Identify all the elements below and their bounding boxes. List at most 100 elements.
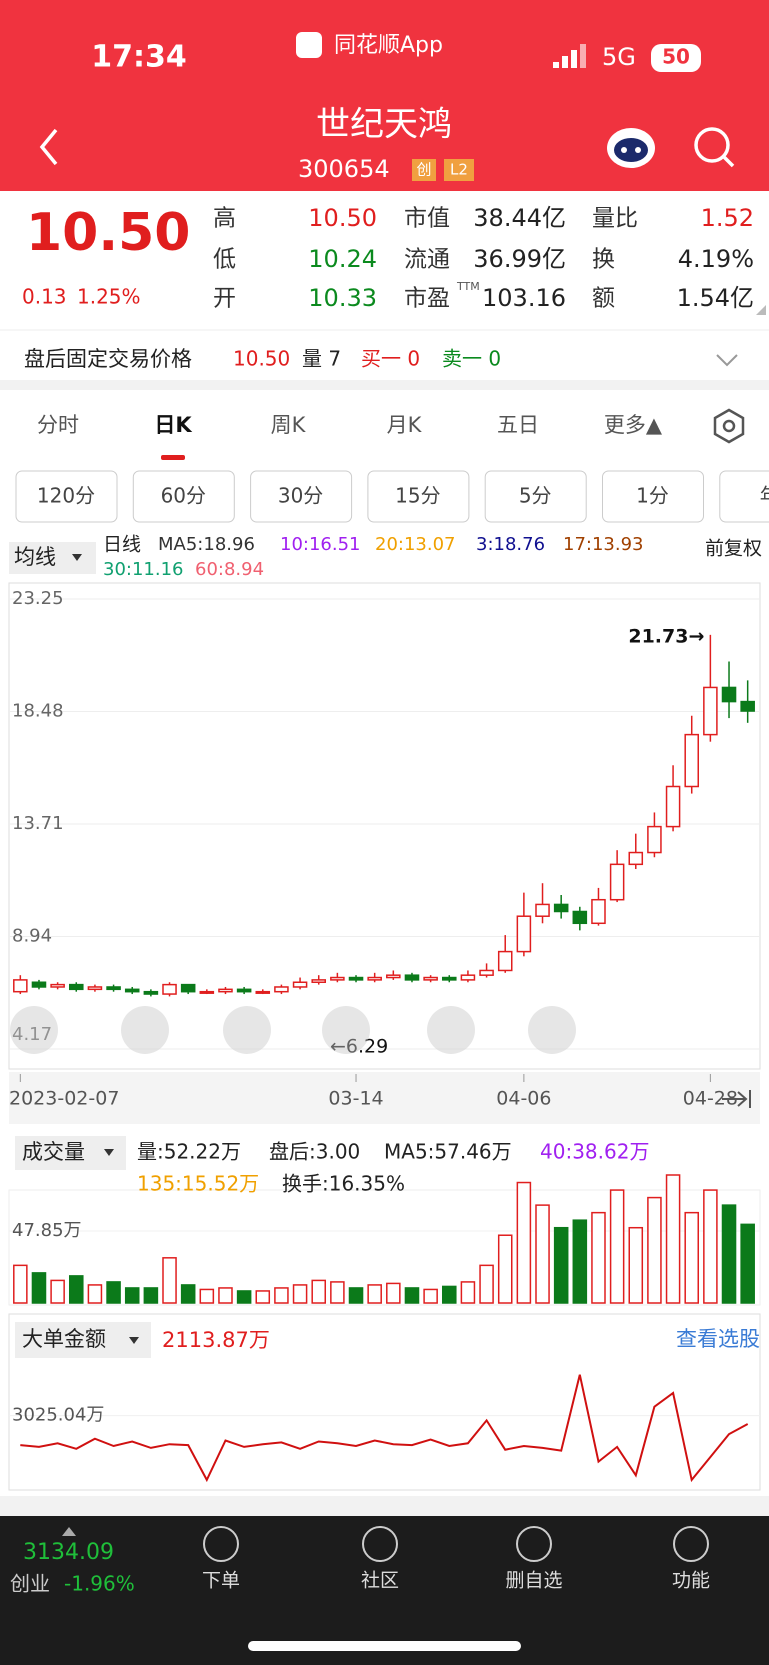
nav-label[interactable]: 下单 <box>202 1570 240 1592</box>
candle-body <box>460 974 476 981</box>
battery-level: 50 <box>662 45 690 69</box>
period-button[interactable] <box>484 470 587 523</box>
candle-body <box>721 686 737 703</box>
nav-icon[interactable] <box>362 1526 398 1562</box>
chart-control[interactable] <box>223 1006 271 1054</box>
volume-bar <box>311 1279 327 1304</box>
tab[interactable]: 五日 <box>497 413 539 437</box>
volume-bar <box>292 1284 308 1304</box>
selector-box[interactable] <box>9 542 96 574</box>
field-value: 36.99亿 <box>473 245 566 273</box>
search-icon[interactable] <box>694 127 735 168</box>
period-label[interactable]: 120分 <box>37 484 95 508</box>
volume-bar <box>703 1189 718 1304</box>
tabs: 分时 日K 周K 月K 五日 更多▲ <box>37 413 663 437</box>
index-arrow <box>62 1527 76 1536</box>
settings-icon[interactable] <box>713 408 745 444</box>
volume-stat: 40:38.62万 <box>540 1140 649 1164</box>
period-button[interactable] <box>602 470 704 523</box>
volume-bar <box>87 1284 103 1304</box>
volume-bar <box>516 1181 532 1304</box>
candle-body <box>572 910 588 925</box>
field-value: 4.19% <box>678 245 754 273</box>
volume-bar <box>684 1211 700 1304</box>
candle-body <box>404 974 420 981</box>
period-label[interactable]: 60分 <box>161 484 206 508</box>
candle-body <box>13 979 28 993</box>
tab[interactable]: 月K <box>387 413 423 437</box>
tab[interactable]: 周K <box>271 413 307 437</box>
stock-name: 世纪天鸿 <box>316 105 452 145</box>
nav-icon[interactable] <box>673 1526 709 1562</box>
candle-body <box>330 976 345 981</box>
field-label: 市值 <box>404 206 450 232</box>
expand-button[interactable] <box>716 354 738 367</box>
chart-control[interactable] <box>322 1006 370 1054</box>
period-button[interactable] <box>719 470 769 523</box>
tab[interactable]: 分时 <box>37 413 79 437</box>
tab-indicator <box>161 455 185 460</box>
candle-body <box>441 976 457 981</box>
nav-label[interactable]: 功能 <box>672 1570 710 1592</box>
period-label[interactable]: 30分 <box>278 484 323 508</box>
change-pct: 1.25% <box>77 285 141 309</box>
screener-link[interactable]: 查看选股 <box>676 1327 760 1351</box>
chart-control[interactable] <box>427 1006 475 1054</box>
tab[interactable]: 日K <box>154 413 192 437</box>
candle-body <box>348 976 364 981</box>
period-button[interactable] <box>250 470 353 523</box>
volume-bar <box>591 1211 606 1304</box>
selector-box[interactable] <box>15 1322 151 1358</box>
nav-icon[interactable] <box>516 1526 552 1562</box>
volume-bar <box>255 1290 271 1304</box>
status-app: 同花顺App <box>334 33 443 58</box>
volume-bar <box>68 1275 84 1304</box>
stock-code: 300654 <box>298 155 390 183</box>
field-label: 换 <box>592 247 615 273</box>
period-button[interactable] <box>15 470 118 523</box>
tab[interactable]: 更多▲ <box>604 413 663 437</box>
selector[interactable]: 均线 <box>14 545 56 569</box>
volume-stat: 量:52.22万 <box>137 1140 241 1164</box>
candle-body <box>124 988 140 993</box>
period-label[interactable]: 5分 <box>519 484 552 508</box>
amount-line <box>20 1374 749 1483</box>
indicator: 60:8.94 <box>195 559 264 580</box>
volume-bar <box>740 1223 755 1304</box>
amount-title[interactable]: 大单金额 <box>22 1327 106 1351</box>
volume-bar <box>218 1287 233 1304</box>
index-value[interactable]: 3134.09 <box>23 1540 114 1565</box>
robot-icon[interactable] <box>607 128 655 168</box>
chart-control[interactable] <box>121 1006 169 1054</box>
badge <box>444 159 474 181</box>
period-button[interactable] <box>132 470 235 523</box>
volume-bar <box>106 1281 121 1304</box>
chart-control[interactable] <box>528 1006 576 1054</box>
volume-title[interactable]: 成交量 <box>22 1140 85 1164</box>
nav-icon[interactable] <box>203 1526 239 1562</box>
adjust-mode[interactable]: 前复权 <box>705 538 762 560</box>
period-label[interactable]: 1分 <box>636 484 669 508</box>
volume-bar <box>162 1257 177 1304</box>
period-label[interactable]: 15分 <box>395 484 440 508</box>
volume-bar <box>628 1226 644 1304</box>
volume-bar <box>124 1287 140 1304</box>
volume-stat: 盘后:3.00 <box>269 1140 360 1164</box>
back-button[interactable] <box>39 128 58 166</box>
x-tick-label: 2023-02-07 <box>9 1088 119 1110</box>
badge-text: 创 <box>416 161 431 179</box>
indicator: 17:13.93 <box>563 534 644 555</box>
period-label[interactable]: 年 <box>760 484 769 508</box>
nav-label[interactable]: 社区 <box>361 1570 399 1592</box>
field-label: 市盈 <box>404 286 450 312</box>
nav-label[interactable]: 删自选 <box>505 1570 562 1592</box>
after-hours-price: 10.50 <box>233 347 290 371</box>
annotation: 21.73→ <box>628 625 704 647</box>
candle-body <box>162 983 177 995</box>
jump-end-icon[interactable] <box>722 1090 751 1108</box>
after-hours-buy: 买一 0 <box>361 347 420 371</box>
period-button[interactable] <box>367 470 470 523</box>
chart-control[interactable] <box>10 1006 58 1054</box>
volume-bar <box>423 1288 438 1304</box>
field-label: 低 <box>213 247 236 273</box>
